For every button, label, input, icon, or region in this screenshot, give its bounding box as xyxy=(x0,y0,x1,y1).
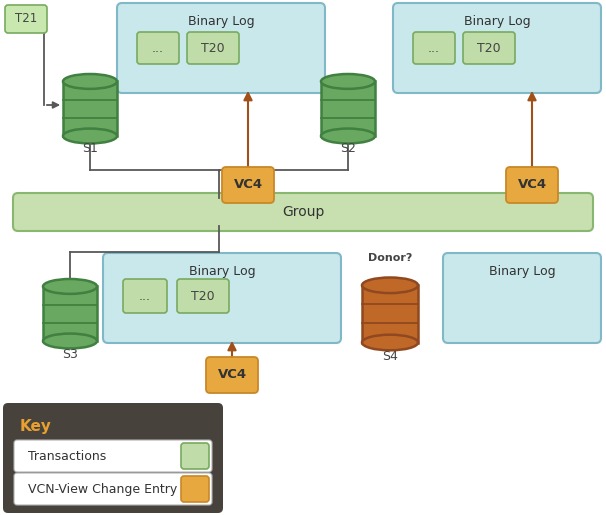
Ellipse shape xyxy=(43,334,97,349)
Text: T21: T21 xyxy=(15,12,37,26)
Text: VCN-View Change Entry: VCN-View Change Entry xyxy=(28,483,177,495)
FancyBboxPatch shape xyxy=(506,167,558,203)
Text: Binary Log: Binary Log xyxy=(188,15,255,28)
FancyBboxPatch shape xyxy=(181,476,209,502)
FancyBboxPatch shape xyxy=(187,32,239,64)
Text: Group: Group xyxy=(282,205,324,219)
Text: S3: S3 xyxy=(62,349,78,362)
Ellipse shape xyxy=(362,335,418,350)
Text: Transactions: Transactions xyxy=(28,450,106,462)
Ellipse shape xyxy=(43,279,97,294)
FancyBboxPatch shape xyxy=(177,279,229,313)
Text: T20: T20 xyxy=(191,289,215,302)
FancyBboxPatch shape xyxy=(14,440,212,472)
FancyBboxPatch shape xyxy=(14,473,212,505)
Text: S2: S2 xyxy=(340,142,356,154)
Text: ...: ... xyxy=(139,289,151,302)
FancyBboxPatch shape xyxy=(63,81,117,136)
FancyBboxPatch shape xyxy=(362,285,418,342)
Ellipse shape xyxy=(63,74,117,89)
Text: ...: ... xyxy=(152,42,164,55)
FancyBboxPatch shape xyxy=(137,32,179,64)
Text: T20: T20 xyxy=(201,42,225,55)
FancyBboxPatch shape xyxy=(413,32,455,64)
Text: Binary Log: Binary Log xyxy=(488,266,555,279)
Text: S1: S1 xyxy=(82,142,98,154)
Text: VC4: VC4 xyxy=(518,179,547,192)
FancyBboxPatch shape xyxy=(181,443,209,469)
FancyBboxPatch shape xyxy=(43,286,97,341)
Text: Key: Key xyxy=(20,419,52,434)
FancyBboxPatch shape xyxy=(123,279,167,313)
Ellipse shape xyxy=(63,129,117,144)
Ellipse shape xyxy=(362,278,418,293)
FancyBboxPatch shape xyxy=(463,32,515,64)
FancyBboxPatch shape xyxy=(443,253,601,343)
Text: Binary Log: Binary Log xyxy=(464,15,530,28)
Text: T20: T20 xyxy=(477,42,501,55)
FancyBboxPatch shape xyxy=(117,3,325,93)
FancyBboxPatch shape xyxy=(5,5,47,33)
FancyBboxPatch shape xyxy=(206,357,258,393)
FancyBboxPatch shape xyxy=(393,3,601,93)
FancyBboxPatch shape xyxy=(103,253,341,343)
Text: S4: S4 xyxy=(382,351,398,364)
FancyBboxPatch shape xyxy=(321,81,375,136)
Text: Binary Log: Binary Log xyxy=(188,266,255,279)
FancyBboxPatch shape xyxy=(13,193,593,231)
FancyBboxPatch shape xyxy=(222,167,274,203)
Text: VC4: VC4 xyxy=(218,369,247,382)
Text: ...: ... xyxy=(428,42,440,55)
Ellipse shape xyxy=(321,129,375,144)
FancyBboxPatch shape xyxy=(3,403,223,513)
Text: Donor?: Donor? xyxy=(368,253,412,263)
Text: VC4: VC4 xyxy=(233,179,262,192)
Ellipse shape xyxy=(321,74,375,89)
